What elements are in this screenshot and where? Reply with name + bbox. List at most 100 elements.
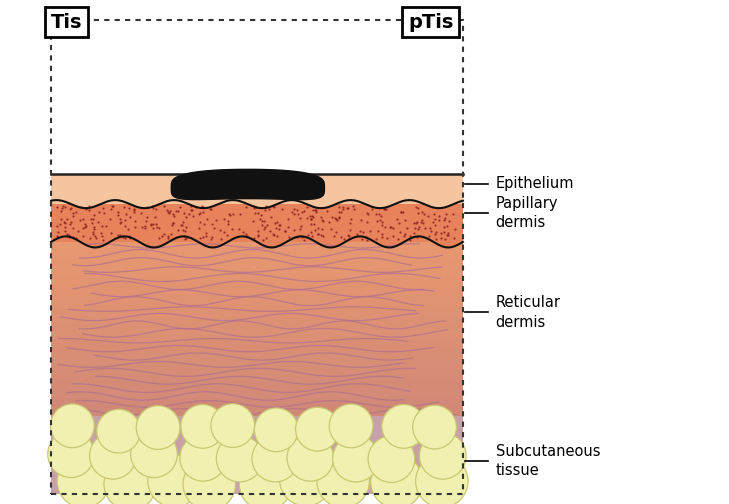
Point: [370, 235, 382, 243]
Point: [114, 215, 125, 223]
Point: [372, 226, 383, 234]
Polygon shape: [51, 174, 463, 208]
Point: [78, 231, 90, 239]
Point: [139, 224, 151, 232]
Point: [418, 211, 430, 219]
Point: [305, 231, 317, 239]
Point: [70, 208, 82, 216]
Point: [271, 218, 283, 226]
Polygon shape: [51, 335, 463, 341]
Polygon shape: [51, 323, 463, 329]
Text: Subcutaneous
tissue: Subcutaneous tissue: [496, 444, 600, 478]
Point: [129, 217, 141, 225]
Point: [423, 232, 434, 240]
Point: [274, 221, 286, 229]
Point: [313, 230, 324, 238]
Point: [440, 214, 451, 222]
Point: [419, 223, 431, 231]
Point: [179, 232, 190, 240]
Ellipse shape: [287, 434, 334, 481]
Point: [247, 217, 259, 225]
Text: pTis: pTis: [408, 13, 453, 32]
Point: [273, 221, 285, 229]
Polygon shape: [51, 242, 463, 248]
Point: [180, 223, 192, 231]
Point: [193, 210, 205, 218]
Text: Epithelium: Epithelium: [496, 176, 574, 192]
Point: [415, 217, 426, 225]
Ellipse shape: [180, 434, 227, 481]
Point: [122, 224, 134, 232]
Point: [128, 205, 140, 213]
Polygon shape: [51, 364, 463, 369]
Point: [268, 204, 280, 212]
Point: [295, 222, 307, 230]
Point: [185, 206, 197, 214]
Point: [90, 232, 101, 240]
Point: [227, 225, 238, 233]
Polygon shape: [51, 398, 463, 404]
Point: [305, 215, 316, 223]
Point: [310, 206, 321, 214]
Point: [424, 224, 436, 232]
Point: [386, 223, 397, 231]
Point: [114, 219, 126, 227]
Point: [375, 212, 387, 220]
Point: [168, 212, 179, 220]
Point: [112, 231, 124, 239]
Point: [312, 224, 324, 232]
Point: [165, 230, 176, 238]
Point: [377, 218, 389, 226]
Ellipse shape: [136, 406, 180, 450]
Point: [265, 213, 277, 221]
Point: [252, 209, 264, 217]
Polygon shape: [51, 20, 463, 174]
Point: [172, 207, 184, 215]
Point: [88, 225, 100, 233]
Point: [206, 220, 217, 228]
Point: [291, 233, 303, 241]
Point: [153, 224, 165, 232]
Point: [67, 209, 79, 217]
Ellipse shape: [50, 404, 94, 448]
Point: [159, 202, 171, 210]
Point: [141, 213, 153, 221]
Point: [252, 227, 264, 235]
Polygon shape: [51, 346, 463, 352]
Point: [224, 210, 235, 218]
Point: [164, 207, 176, 215]
Polygon shape: [51, 254, 463, 259]
Point: [163, 234, 174, 242]
Point: [338, 234, 350, 242]
Point: [206, 235, 217, 243]
Point: [422, 212, 434, 220]
Point: [443, 229, 454, 237]
Polygon shape: [51, 174, 463, 204]
Point: [151, 223, 163, 231]
Point: [362, 210, 374, 218]
Point: [425, 227, 437, 235]
Point: [413, 223, 425, 231]
Polygon shape: [51, 352, 463, 358]
Point: [295, 225, 306, 233]
Point: [249, 209, 261, 217]
Point: [326, 213, 338, 221]
Point: [87, 230, 98, 238]
Point: [200, 232, 212, 240]
Ellipse shape: [416, 455, 468, 504]
Point: [51, 232, 63, 240]
Point: [149, 205, 161, 213]
Point: [145, 221, 157, 229]
Point: [438, 216, 450, 224]
Point: [59, 219, 71, 227]
Point: [429, 215, 440, 223]
Point: [95, 232, 107, 240]
Text: Papillary
dermis: Papillary dermis: [496, 196, 558, 230]
Point: [114, 231, 125, 239]
Point: [279, 227, 291, 235]
Point: [237, 228, 249, 236]
Point: [120, 222, 131, 230]
Ellipse shape: [317, 455, 370, 504]
Point: [250, 203, 262, 211]
Point: [317, 217, 329, 225]
